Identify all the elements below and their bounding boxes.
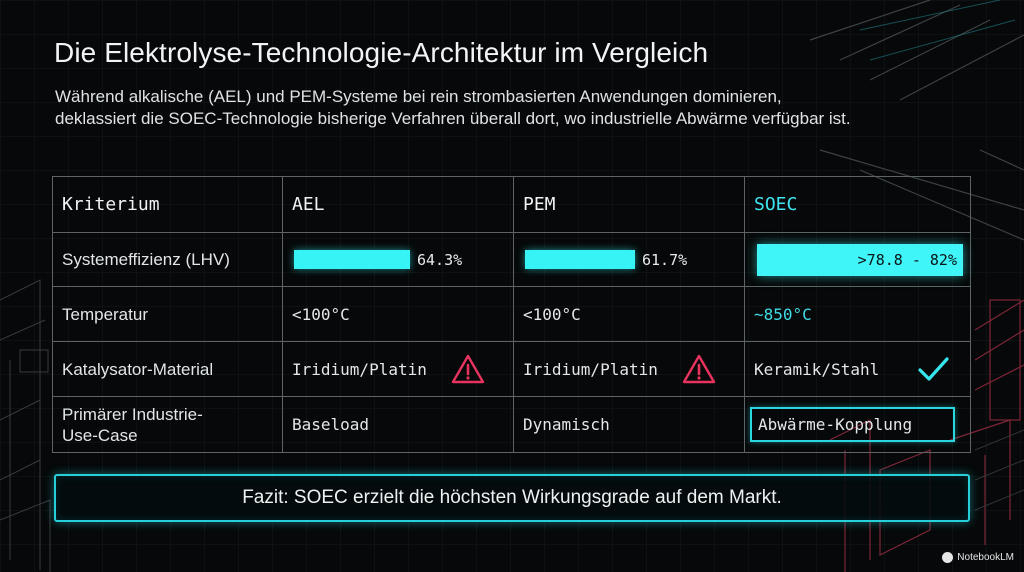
cell-ael-use-case: Baseload [282,397,513,452]
row-label-efficiency: Systemeffizienz (LHV) [52,233,282,286]
cell-ael-efficiency: 64.3% [282,233,513,286]
cell-soec-use-case: Abwärme-Kopplung [744,397,971,452]
table-row-temperature: Temperatur <100°C <100°C ~850°C [52,286,971,341]
brand-watermark: NotebookLM [942,552,1014,563]
catalyst-text-pem: Iridium/Platin [523,359,658,379]
cell-soec-catalyst: Keramik/Stahl [744,342,971,396]
catalyst-text-soec: Keramik/Stahl [754,359,880,379]
efficiency-value-pem: 61.7% [642,250,688,269]
catalyst-text-ael: Iridium/Platin [292,359,427,379]
efficiency-bar-pem [525,250,635,269]
page-title: Die Elektrolyse-Technologie-Architektur … [54,37,709,68]
notebooklm-logo-icon [942,552,954,563]
subtitle-line-1: Während alkalische (AEL) und PEM-Systeme… [55,87,782,106]
cell-soec-temperature: ~850°C [744,287,971,341]
use-case-text-soec: Abwärme-Kopplung [758,415,913,434]
cell-soec-efficiency: >78.8 - 82% [744,233,971,286]
page-subtitle: Während alkalische (AEL) und PEM-Systeme… [55,86,955,130]
efficiency-bar-soec: >78.8 - 82% [757,243,963,276]
cell-pem-temperature: <100°C [513,287,744,341]
table-row-use-case: Primärer Industrie- Use-Case Baseload Dy… [52,396,971,453]
cell-pem-catalyst: Iridium/Platin [513,342,744,396]
warning-icon [451,354,485,384]
table-row-efficiency: Systemeffizienz (LHV) 64.3% 61.7% >78.8 … [52,232,971,286]
header-pem: PEM [513,177,744,232]
conclusion-box: Fazit: SOEC erzielt die höchsten Wirkung… [54,474,970,522]
use-case-label-line-1: Primärer Industrie- [62,404,203,424]
cell-ael-temperature: <100°C [282,287,513,341]
efficiency-value-soec: >78.8 - 82% [857,250,957,269]
cell-ael-catalyst: Iridium/Platin [282,342,513,396]
row-label-temperature: Temperatur [52,287,282,341]
cell-pem-efficiency: 61.7% [513,233,744,286]
header-soec: SOEC [744,177,971,232]
brand-label: NotebookLM [957,552,1014,563]
checkmark-icon [918,357,949,381]
cell-pem-use-case: Dynamisch [513,397,744,452]
subtitle-line-2: deklassiert die SOEC-Technologie bisheri… [55,109,851,128]
efficiency-value-ael: 64.3% [417,250,463,269]
table-header-row: Kriterium AEL PEM SOEC [52,176,971,232]
warning-icon [682,354,716,384]
use-case-label-line-2: Use-Case [62,425,138,445]
efficiency-bar-ael [294,250,410,269]
header-ael: AEL [282,177,513,232]
row-label-catalyst: Katalysator-Material [52,342,282,396]
conclusion-text: Fazit: SOEC erzielt die höchsten Wirkung… [242,487,782,508]
row-label-use-case: Primärer Industrie- Use-Case [52,397,282,452]
header-criterion: Kriterium [52,177,282,232]
comparison-table: Kriterium AEL PEM SOEC Systemeffizienz (… [52,176,971,453]
table-row-catalyst: Katalysator-Material Iridium/Platin Irid… [52,341,971,396]
use-case-highlight-box: Abwärme-Kopplung [750,407,955,442]
